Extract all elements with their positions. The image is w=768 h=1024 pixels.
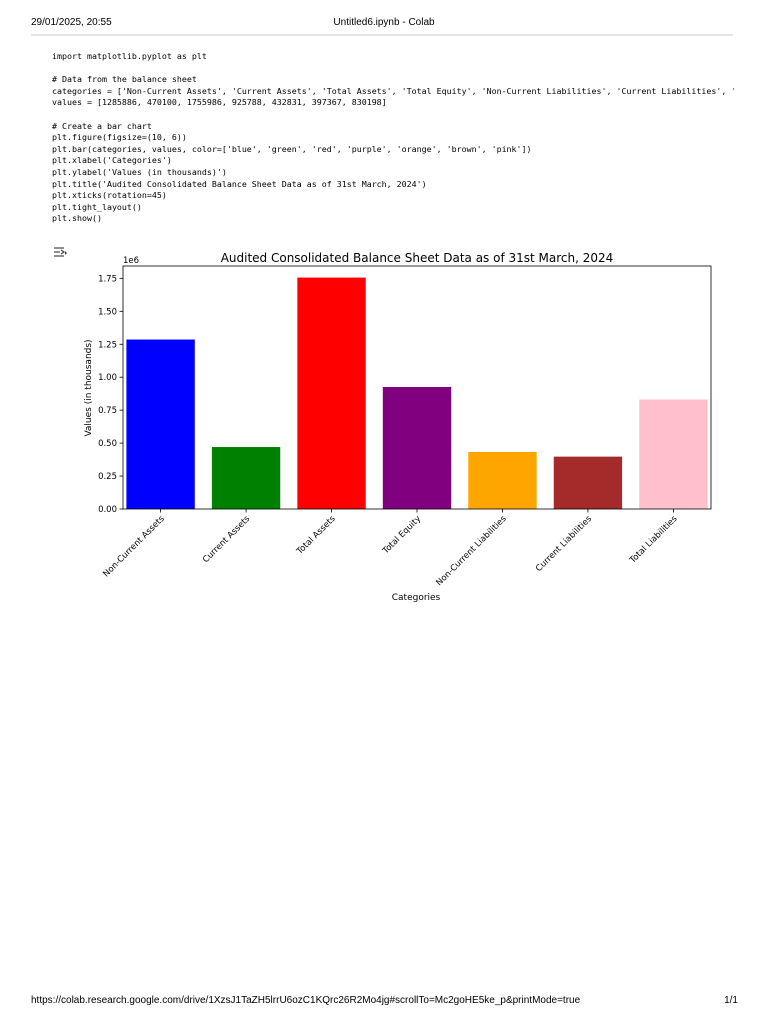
code-line: values = [1285886, 470100, 1755986, 9257… [52,97,387,108]
output-toggle-icon[interactable] [53,245,69,259]
y-tick-label: 0.00 [98,505,117,515]
print-datetime: 29/01/2025, 20:55 [31,17,112,28]
bar [211,447,281,509]
code-line: plt.figure(figsize=(10, 6)) [52,132,187,143]
code-line: plt.show() [52,213,102,224]
code-line: categories = ['Non-Current Assets', 'Cur… [52,85,734,96]
bar [553,456,623,509]
code-line: # Data from the balance sheet [52,74,197,85]
page-number: 1/1 [724,995,738,1006]
print-header: 29/01/2025, 20:55 Untitled6.ipynb - Cola… [0,0,768,40]
x-tick-label: Current Assets [201,514,253,566]
y-tick-label: 1.75 [98,274,117,284]
y-axis-label: Values (in thousands) [84,339,94,436]
plot-frame [122,265,712,510]
bar [126,339,195,509]
bar-chart: Audited Consolidated Balance Sheet Data … [70,244,730,614]
y-axis: 0.00 0.25 0.50 0.75 1.00 1.25 1.50 1.75 [98,274,123,515]
code-line: plt.bar(categories, values, color=['blue… [52,143,532,154]
code-line: plt.xticks(rotation=45) [52,190,167,201]
bar [297,277,366,509]
x-tick-label: Total Assets [294,514,338,558]
y-tick-label: 0.25 [98,472,117,482]
chart-svg: Audited Consolidated Balance Sheet Data … [84,251,712,603]
code-line: plt.title('Audited Consolidated Balance … [52,178,427,189]
bar [382,386,452,509]
y-tick-label: 1.50 [98,307,117,317]
y-tick-label: 1.25 [98,340,117,350]
y-tick-label: 0.75 [98,406,117,416]
x-tick-label: Total Liabilities [627,514,680,567]
code-line [52,63,734,75]
bar [468,451,537,509]
print-page-title: Untitled6.ipynb - Colab [333,17,435,28]
header-divider [31,34,733,36]
x-axis: Non-Current Assets Current Assets Total As… [101,509,680,588]
chart-title: Audited Consolidated Balance Sheet Data … [221,251,614,265]
print-url: https://colab.research.google.com/drive/… [31,995,581,1006]
bar [639,399,708,509]
axis-offset-text: 1e6 [123,256,139,266]
y-tick-label: 0.50 [98,439,117,449]
code-line: plt.xlabel('Categories') [52,155,172,166]
x-tick-label: Total Equity [380,514,423,557]
code-line: # Create a bar chart [52,120,152,131]
x-tick-label: Non-Current Assets [101,514,167,580]
code-line: import matplotlib.pyplot as plt [52,51,207,61]
x-tick-label: Non-Current Liabilities [434,514,508,588]
x-axis-label: Categories [392,593,441,603]
code-line: plt.ylabel('Values (in thousands)') [52,166,227,177]
bars [126,277,708,509]
code-line [52,109,734,121]
x-tick-label: Current Liabilities [534,514,594,574]
y-tick-label: 1.00 [98,373,117,383]
code-line: plt.tight_layout() [52,201,142,212]
code-cell[interactable]: import matplotlib.pyplot as plt # Data f… [52,51,734,231]
print-footer: https://colab.research.google.com/drive/… [0,990,768,1014]
